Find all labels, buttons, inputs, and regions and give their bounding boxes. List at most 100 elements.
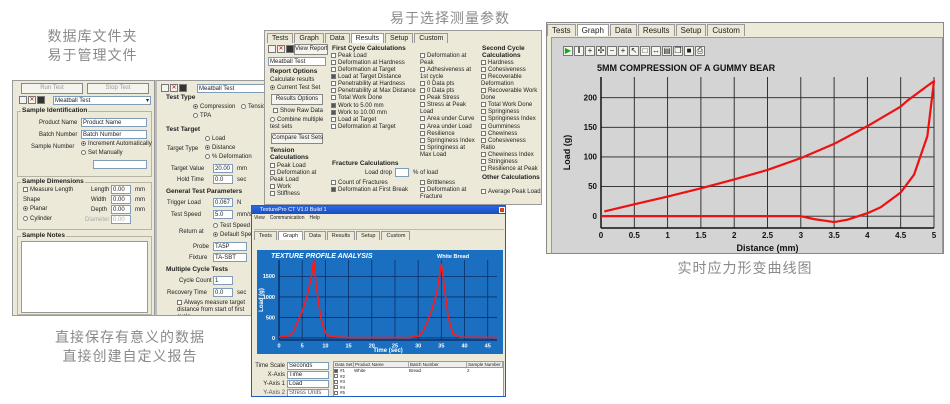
tab-graph[interactable]: Graph	[294, 33, 324, 43]
results-options-button[interactable]: Results Options	[271, 94, 323, 105]
select-box-icon[interactable]: □	[640, 46, 650, 56]
target-deformation-radio[interactable]: % Deformation	[205, 154, 252, 160]
depth-field[interactable]: 0.00	[111, 205, 131, 214]
load-drop-field[interactable]	[395, 168, 409, 177]
properties-icon[interactable]: ▤	[662, 46, 672, 56]
length-field[interactable]: 0.00	[111, 185, 131, 194]
column-header[interactable]: Sample Number	[467, 362, 503, 367]
calc-checkbox[interactable]: Chewiness	[481, 130, 541, 138]
planar-radio[interactable]: Planar	[23, 206, 47, 212]
return-test-speed-radio[interactable]: Test Speed	[213, 223, 250, 229]
test-select[interactable]: Meatball Test ▾	[53, 96, 151, 105]
checkbox-icon[interactable]	[334, 368, 338, 373]
calc-checkbox[interactable]: Penetrability at Max Distance	[331, 88, 417, 95]
calc-checkbox[interactable]: Peak Load	[331, 53, 417, 60]
report-select[interactable]: Meatball Test	[268, 57, 326, 66]
calc-checkbox[interactable]: 0 Data pts	[420, 81, 478, 88]
batch-number-field[interactable]: Batch Number	[81, 130, 147, 139]
return-default-speed-radio[interactable]: Default Speed	[213, 232, 258, 238]
tab-setup[interactable]: Setup	[384, 33, 414, 43]
dataset-cell[interactable]: #2	[334, 374, 354, 380]
pause-icon[interactable]: ‖	[574, 46, 584, 56]
tab-setup[interactable]: Setup	[675, 24, 707, 36]
probe-select[interactable]: TA5P	[213, 242, 247, 251]
calc-checkbox[interactable]: Load at Target Distance	[331, 74, 417, 81]
calc-checkbox[interactable]: Recoverable Work Done	[481, 88, 541, 102]
set-manually-radio[interactable]: Set Manually	[81, 150, 123, 156]
calc-checkbox[interactable]: Peak Load	[270, 163, 328, 170]
calc-checkbox[interactable]: Springiness at Max Load	[420, 144, 478, 159]
menu-view[interactable]: View	[254, 215, 265, 221]
calc-checkbox[interactable]: Recoverable Deformation	[481, 74, 541, 88]
calc-checkbox[interactable]: Cohesiveness	[481, 67, 541, 74]
dataset-cell[interactable]: #3	[334, 379, 354, 385]
calc-checkbox[interactable]: Deformation at Target	[331, 67, 417, 74]
calc-checkbox[interactable]: Load at Target	[331, 116, 417, 124]
table-row[interactable]: #5	[334, 390, 503, 396]
tab-tests[interactable]: Tests	[254, 231, 277, 240]
y-axis1-select[interactable]: Load	[287, 380, 329, 388]
calc-checkbox[interactable]: Springiness Index	[420, 137, 478, 145]
calc-checkbox[interactable]: Resilience at Peak	[481, 165, 541, 173]
calc-checkbox[interactable]: Chewiness Index	[481, 151, 541, 159]
compression-radio[interactable]: Compression	[193, 104, 235, 110]
dataset-cell[interactable]: #4	[334, 385, 354, 391]
tab-graph[interactable]: Graph	[576, 24, 609, 36]
tab-results[interactable]: Results	[326, 231, 356, 240]
save-icon[interactable]	[179, 84, 187, 92]
copy-icon[interactable]: ❐	[673, 46, 683, 56]
delete-icon[interactable]: ✕	[28, 96, 36, 104]
close-icon[interactable]	[499, 207, 505, 213]
print-icon[interactable]: ⎙	[695, 46, 705, 56]
tab-data[interactable]: Data	[304, 231, 326, 240]
play-icon[interactable]: ▶	[563, 46, 573, 56]
column-header[interactable]: Product Name	[354, 362, 409, 367]
calc-checkbox[interactable]: Cohesiveness Ratio	[481, 137, 541, 152]
tab-custom[interactable]: Custom	[414, 33, 449, 43]
calc-checkbox[interactable]: Work	[270, 184, 328, 191]
recovery-time-field[interactable]: 0.0	[213, 288, 233, 297]
calc-checkbox[interactable]: Peak Stress	[420, 95, 478, 102]
sample-notes-textarea[interactable]	[21, 241, 148, 313]
calc-checkbox[interactable]: Total Work Done	[481, 102, 541, 109]
calc-checkbox[interactable]: 0 Data pts	[420, 88, 478, 95]
calc-checkbox[interactable]: Gumminess	[481, 123, 541, 131]
dataset-cell[interactable]: #1	[334, 368, 354, 374]
target-value-field[interactable]: 20.00	[213, 164, 233, 173]
calc-checkbox[interactable]: Adhesiveness at 1st cycle	[420, 67, 478, 81]
target-distance-radio[interactable]: Distance	[205, 145, 235, 151]
table-row[interactable]: #2	[334, 374, 503, 380]
always-measure-checkbox[interactable]: Always measure target distance from star…	[177, 300, 252, 315]
dataset-cell[interactable]: #5	[334, 390, 354, 396]
tension-radio[interactable]: Tension	[241, 104, 269, 110]
save-icon[interactable]: ■	[684, 46, 694, 56]
hold-time-field[interactable]: 0.0	[213, 175, 233, 184]
multiple-sets-radio[interactable]: Combine multiple test sets	[270, 117, 328, 131]
view-report-button[interactable]: View Report	[294, 44, 328, 55]
calc-checkbox[interactable]: Deformation at First Break	[331, 187, 417, 201]
fixture-select[interactable]: TA-SBT	[213, 253, 247, 262]
test-speed-field[interactable]: 5.0	[213, 210, 233, 219]
stop-test-button[interactable]: Stop Test	[87, 83, 149, 94]
width-field[interactable]: 0.00	[111, 195, 131, 204]
cylinder-radio[interactable]: Cylinder	[23, 216, 52, 222]
zoom-in-icon[interactable]: +	[618, 46, 628, 56]
tab-custom[interactable]: Custom	[707, 24, 745, 36]
show-raw-data-checkbox[interactable]: Show Raw Data	[273, 108, 323, 114]
calc-checkbox[interactable]: Count of Fractures	[331, 180, 417, 187]
delete-icon[interactable]: ✕	[170, 84, 178, 92]
cycle-count-field[interactable]: 1	[213, 276, 233, 285]
calc-checkbox[interactable]: Average Peak Load	[481, 189, 541, 196]
x-axis-select[interactable]: Time	[287, 371, 329, 379]
calc-checkbox[interactable]: Springiness	[481, 109, 541, 116]
calc-checkbox[interactable]: Resilience	[420, 130, 478, 138]
calc-checkbox[interactable]: Total Work Done	[331, 95, 417, 102]
calc-checkbox[interactable]: Area under Curve	[420, 116, 478, 123]
crosshair-icon[interactable]: +	[585, 46, 595, 56]
tab-tests[interactable]: Tests	[267, 33, 294, 43]
time-scale-select[interactable]: Seconds	[287, 362, 329, 370]
current-test-radio[interactable]: Current Test Set	[270, 85, 320, 91]
tab-custom[interactable]: Custom	[381, 231, 411, 240]
diameter-field[interactable]: 0.00	[111, 215, 131, 224]
checkbox-icon[interactable]	[334, 390, 338, 395]
